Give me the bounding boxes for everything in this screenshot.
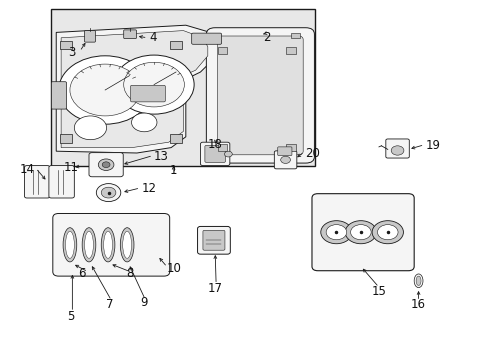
FancyBboxPatch shape (311, 194, 413, 271)
Circle shape (280, 156, 290, 163)
Ellipse shape (101, 228, 115, 262)
Text: 2: 2 (262, 31, 270, 44)
Circle shape (325, 225, 346, 240)
FancyBboxPatch shape (24, 166, 50, 198)
Text: 6: 6 (78, 267, 85, 280)
Circle shape (70, 64, 140, 116)
Circle shape (98, 159, 114, 171)
Text: 14: 14 (19, 163, 34, 176)
FancyBboxPatch shape (89, 153, 123, 177)
Bar (170, 41, 182, 49)
Circle shape (101, 187, 116, 198)
Ellipse shape (103, 231, 112, 258)
Ellipse shape (120, 228, 134, 262)
FancyBboxPatch shape (197, 226, 230, 254)
Ellipse shape (415, 276, 420, 285)
Text: 19: 19 (425, 139, 440, 152)
Bar (290, 33, 299, 38)
FancyBboxPatch shape (123, 30, 136, 39)
FancyBboxPatch shape (191, 33, 221, 44)
Bar (60, 134, 72, 143)
FancyBboxPatch shape (130, 85, 165, 102)
Circle shape (102, 162, 110, 168)
Bar (285, 47, 295, 54)
Text: 9: 9 (140, 296, 148, 309)
Circle shape (371, 221, 403, 244)
Bar (285, 144, 295, 151)
Text: 15: 15 (371, 285, 386, 298)
Ellipse shape (82, 228, 96, 262)
FancyBboxPatch shape (274, 151, 296, 169)
Bar (51, 9, 315, 166)
Text: 17: 17 (207, 282, 222, 294)
Circle shape (390, 146, 403, 155)
Ellipse shape (122, 231, 131, 258)
Bar (60, 41, 72, 49)
Text: 20: 20 (305, 147, 320, 159)
FancyBboxPatch shape (385, 139, 408, 158)
Ellipse shape (63, 228, 77, 262)
Bar (217, 144, 227, 151)
FancyBboxPatch shape (49, 166, 74, 198)
Circle shape (131, 113, 157, 132)
Text: 13: 13 (154, 150, 168, 163)
Circle shape (114, 55, 194, 114)
Text: 7: 7 (106, 298, 114, 311)
FancyBboxPatch shape (53, 213, 169, 276)
Polygon shape (61, 31, 207, 148)
Text: 4: 4 (149, 31, 156, 44)
Circle shape (96, 184, 121, 202)
FancyBboxPatch shape (200, 142, 229, 166)
Text: 10: 10 (166, 262, 181, 275)
Ellipse shape (84, 231, 93, 258)
FancyBboxPatch shape (217, 36, 303, 155)
Text: 12: 12 (142, 183, 157, 195)
Circle shape (320, 221, 351, 244)
FancyBboxPatch shape (203, 230, 224, 250)
Circle shape (377, 225, 397, 240)
Text: 5: 5 (67, 310, 75, 323)
FancyBboxPatch shape (206, 28, 314, 163)
Circle shape (59, 56, 151, 124)
FancyBboxPatch shape (84, 31, 95, 42)
FancyBboxPatch shape (51, 82, 66, 109)
Circle shape (345, 221, 376, 244)
Ellipse shape (413, 274, 422, 288)
Text: 18: 18 (207, 138, 222, 150)
Polygon shape (56, 25, 215, 153)
Circle shape (224, 151, 232, 157)
Circle shape (350, 225, 370, 240)
FancyBboxPatch shape (277, 147, 291, 156)
Text: 8: 8 (125, 267, 133, 280)
Text: 16: 16 (410, 298, 425, 311)
Text: 11: 11 (63, 161, 78, 174)
FancyBboxPatch shape (204, 145, 225, 162)
Text: 1: 1 (169, 165, 177, 177)
Circle shape (74, 116, 106, 140)
Bar (217, 47, 227, 54)
Text: 3: 3 (68, 46, 76, 59)
Circle shape (123, 62, 184, 107)
Ellipse shape (65, 231, 74, 258)
Bar (170, 134, 182, 143)
